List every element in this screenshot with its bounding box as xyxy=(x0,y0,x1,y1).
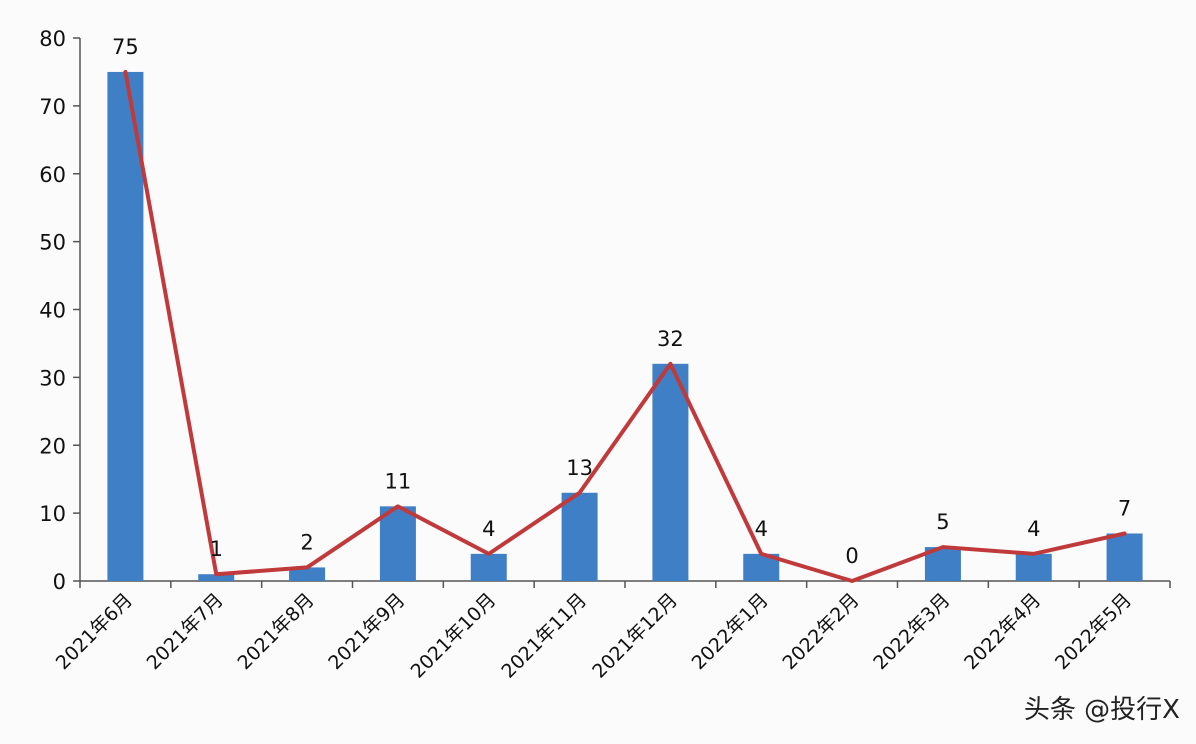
data-label: 7 xyxy=(1118,496,1131,520)
category-label: 2022年2月 xyxy=(778,589,863,674)
category-labels: 2021年6月 2021年7月 2021年8月 2021年9月2021年10月2021… xyxy=(52,589,1136,683)
data-label: 13 xyxy=(566,456,593,480)
category-label: 2022年3月 xyxy=(869,589,954,674)
watermark-text: 头条 @投行X xyxy=(1024,695,1180,725)
data-label: 4 xyxy=(1027,517,1040,541)
data-label: 32 xyxy=(657,327,684,351)
data-label: 11 xyxy=(385,469,412,493)
y-tick-label: 50 xyxy=(39,231,66,255)
y-tick-label: 60 xyxy=(39,163,66,187)
y-axis: 0 10 20 30 40 50 60 70 80 xyxy=(39,27,81,594)
bar xyxy=(1106,533,1143,581)
bar xyxy=(652,363,689,581)
y-tick-label: 40 xyxy=(39,299,66,323)
y-tick-label: 0 xyxy=(53,570,66,594)
category-label: 2022年1月 xyxy=(688,589,773,674)
x-axis xyxy=(79,580,1171,588)
y-tick-label: 80 xyxy=(39,27,66,51)
category-label: 2021年12月 xyxy=(588,589,682,683)
data-label: 75 xyxy=(112,35,139,59)
bar xyxy=(470,553,507,581)
data-label: 5 xyxy=(936,510,949,534)
bar xyxy=(1015,553,1052,581)
y-tick-label: 20 xyxy=(39,434,66,458)
y-tick-label: 30 xyxy=(39,366,66,390)
category-label: 2021年7月 xyxy=(143,589,228,674)
series-line xyxy=(123,69,1127,583)
bar xyxy=(198,574,235,581)
data-labels: 75 1 2 11 4 13 32 4 0 5 4 7 xyxy=(112,35,1131,568)
bar xyxy=(561,492,598,581)
data-label: 0 xyxy=(845,544,858,568)
category-label: 2021年10月 xyxy=(407,589,501,683)
category-label: 2022年4月 xyxy=(960,589,1045,674)
line-series xyxy=(123,69,1127,583)
y-tick-label: 70 xyxy=(39,95,66,119)
category-label: 2021年8月 xyxy=(233,589,318,674)
category-label: 2021年6月 xyxy=(52,589,137,674)
bar xyxy=(289,567,326,581)
bar xyxy=(107,71,144,581)
data-label: 2 xyxy=(300,530,313,554)
data-label: 4 xyxy=(755,517,768,541)
data-label: 4 xyxy=(482,517,495,541)
y-tick-label: 10 xyxy=(39,502,66,526)
bar-series xyxy=(107,71,1143,581)
category-label: 2022年5月 xyxy=(1051,589,1136,674)
category-label: 2021年11月 xyxy=(497,589,591,683)
data-label: 1 xyxy=(210,537,223,561)
category-label: 2021年9月 xyxy=(324,589,409,674)
bar xyxy=(379,506,416,581)
